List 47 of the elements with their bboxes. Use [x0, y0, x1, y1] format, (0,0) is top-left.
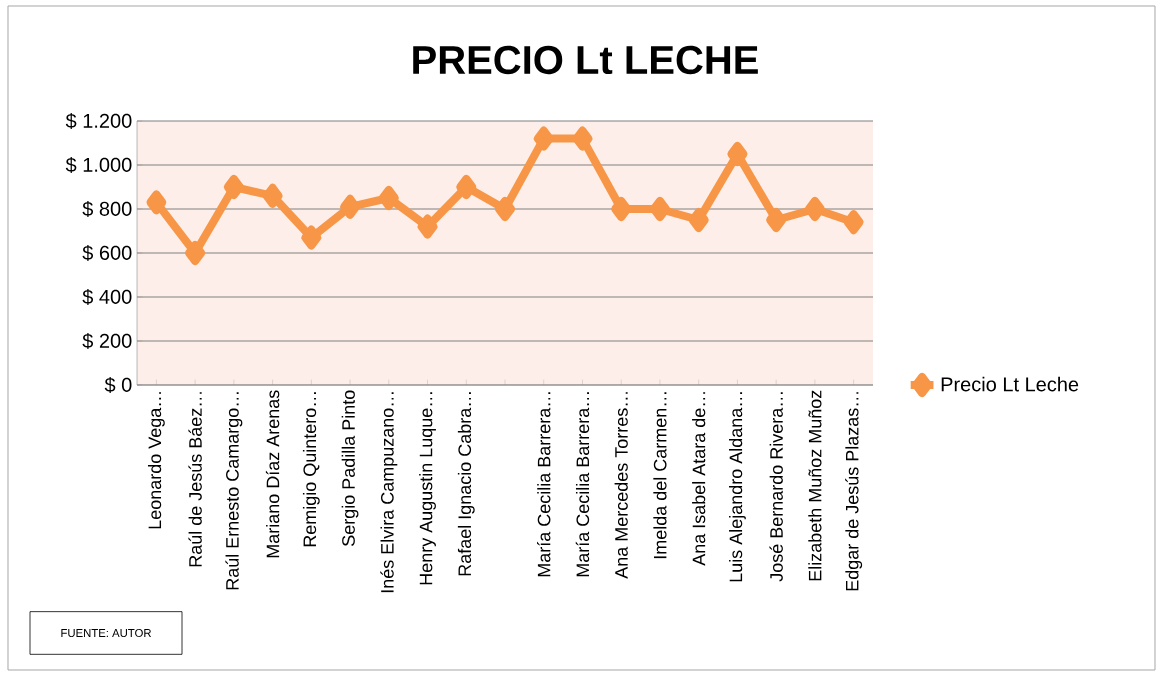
point	[804, 196, 825, 221]
x-tick-label: Remigio Quintero…	[302, 392, 320, 547]
point	[611, 196, 632, 221]
x-tick-label: Edgar de Jesús Plazas…	[845, 392, 863, 591]
x-tick-label: Imelda del Carmen…	[653, 392, 667, 559]
source-note: FUENTE: AUTOR	[61, 628, 152, 637]
x-tick-label: José Bernardo Rivera…	[769, 392, 783, 582]
y-tick-label: $ 1.200	[65, 112, 132, 130]
x-tick-label: Ana Isabel Atara de…	[692, 392, 706, 566]
point	[146, 190, 167, 215]
point	[533, 126, 554, 151]
chart-title: PRECIO Lt LECHE	[413, 45, 758, 75]
point	[378, 185, 399, 210]
point	[340, 194, 361, 219]
point	[688, 207, 709, 232]
x-tick-label: Henry Augustin Luque…	[419, 392, 436, 585]
x-tick-label: Luis Alejandro Aldana…	[729, 392, 746, 582]
point	[262, 183, 283, 208]
x-tick-label: Rafael Ignacio Cabra…	[457, 392, 475, 576]
y-tick-label: $ 1.000	[65, 156, 132, 174]
point	[843, 210, 864, 235]
y-tick-label: $ 600	[82, 244, 132, 262]
point	[495, 196, 515, 221]
point	[572, 126, 593, 151]
y-tick-label: $ 400	[82, 288, 132, 306]
point	[766, 207, 787, 232]
y-tick-label: $ 800	[82, 200, 132, 218]
x-tick-label: Raúl Ernesto Camargo…	[225, 392, 243, 590]
x-tick-label: Mariano Díaz Arenas	[265, 390, 280, 558]
point	[649, 196, 670, 221]
point	[727, 141, 748, 166]
point	[223, 174, 244, 199]
legend-label: Precio Lt Leche	[941, 376, 1079, 392]
x-tick-label: Ana Mercedes Torres…	[614, 392, 628, 579]
point	[301, 225, 322, 250]
y-tick-label: $ 0	[104, 376, 132, 394]
x-tick-label: María Cecilia Barrera…	[537, 392, 551, 577]
y-tick-label: $ 200	[82, 332, 132, 350]
point	[185, 240, 206, 265]
x-tick-label: María Cecilia Barrera…	[575, 392, 590, 577]
x-tick-label: Inés Elvira Campuzano…	[380, 392, 398, 593]
point	[417, 214, 438, 239]
x-tick-label: Leonardo Vega…	[147, 392, 165, 529]
point	[456, 174, 477, 199]
x-tick-label: Elizabeth Muñoz Muñoz	[808, 390, 822, 581]
x-tick-label: Sergio Padilla Pinto	[341, 390, 359, 546]
x-tick-label: Raúl de Jesús Báez…	[188, 392, 202, 567]
